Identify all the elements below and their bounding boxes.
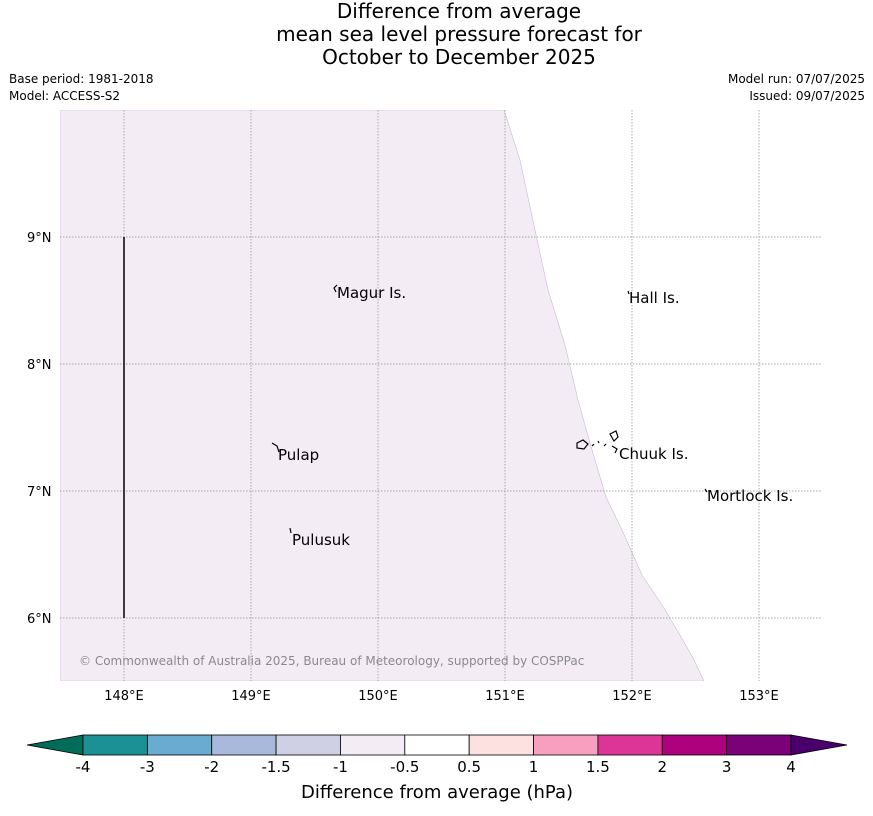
colorbar-tick-label: -4 — [76, 758, 91, 776]
colorbar-title: Difference from average (hPa) — [301, 782, 573, 803]
island-pulap — [271, 442, 280, 453]
lat-label-7: 7°N — [27, 485, 52, 500]
map-plot-area: Magur Is. Hall Is. Pulap Chuuk Is. Mortl… — [60, 110, 822, 681]
issued-date: Issued: 09/07/2025 — [749, 89, 865, 103]
label-pulap: Pulap — [278, 446, 319, 464]
colorbar-tick-label: -0.5 — [390, 758, 419, 776]
lon-label-151: 151°E — [485, 689, 525, 704]
colorbar-tick-label: 4 — [786, 758, 796, 776]
colorbar: -4 -3 -2 -1.5 -1 -0.5 0.5 1 1.5 2 3 4 Difference fr… — [26, 734, 848, 803]
lon-label-150: 150°E — [358, 689, 398, 704]
pressure-anomaly-fill — [60, 110, 705, 681]
colorbar-box — [661, 734, 728, 756]
colorbar-box — [533, 734, 599, 756]
island-pulusuk — [289, 527, 292, 534]
colorbar-tick-label: -2 — [204, 758, 219, 776]
colorbar-box — [726, 734, 792, 756]
label-pulusuk: Pulusuk — [292, 531, 350, 549]
title-line-3: October to December 2025 — [322, 45, 596, 69]
lon-label-148: 148°E — [104, 689, 144, 704]
colorbar-tick-label: -1 — [333, 758, 348, 776]
colorbar-tick-label: 0.5 — [457, 758, 481, 776]
copyright-notice: © Commonwealth of Australia 2025, Bureau… — [79, 654, 584, 668]
lat-axis-labels: 9°N 8°N 7°N 6°N — [27, 231, 52, 627]
colorbar-box — [468, 734, 534, 756]
colorbar-box — [82, 734, 148, 756]
lat-label-9: 9°N — [27, 231, 52, 246]
colorbar-tick-label: 2 — [657, 758, 667, 776]
lat-label-6: 6°N — [27, 612, 52, 627]
title-line-1: Difference from average — [336, 0, 582, 23]
map-title: Difference from average mean sea level p… — [0, 0, 873, 69]
colorbar-tick-label: -1.5 — [261, 758, 290, 776]
lon-label-153: 153°E — [739, 689, 779, 704]
meta-right: Model run: 07/07/2025 Issued: 09/07/2025 — [728, 71, 865, 105]
island-hall — [627, 290, 630, 295]
colorbar-tick-label: 3 — [722, 758, 732, 776]
label-chuuk: Chuuk Is. — [619, 445, 688, 463]
colorbar-tick-label: 1 — [529, 758, 539, 776]
colorbar-tick-labels: -4 -3 -2 -1.5 -1 -0.5 0.5 1 1.5 2 3 4 — [76, 758, 796, 776]
colorbar-box — [146, 734, 213, 756]
island-mortlock — [704, 488, 708, 493]
lon-label-152: 152°E — [612, 689, 652, 704]
colorbar-over-arrow — [790, 734, 848, 756]
lon-label-149: 149°E — [231, 689, 271, 704]
label-magur: Magur Is. — [337, 284, 406, 302]
colorbar-tick-label: -3 — [140, 758, 155, 776]
label-hall: Hall Is. — [629, 289, 680, 307]
colorbar-box — [275, 734, 341, 756]
colorbar-boxes — [82, 734, 792, 756]
model-run: Model run: 07/07/2025 — [727, 72, 865, 86]
model-name: Model: ACCESS-S2 — [9, 89, 121, 103]
title-line-2: mean sea level pressure forecast for — [276, 22, 642, 46]
lon-axis-labels: 148°E 149°E 150°E 151°E 152°E 153°E — [104, 689, 779, 704]
island-shapes — [271, 284, 708, 534]
colorbar-under-arrow — [26, 734, 84, 756]
island-magur — [333, 284, 338, 293]
colorbar-box — [404, 734, 470, 756]
lat-label-8: 8°N — [27, 358, 52, 373]
island-chuuk — [576, 430, 619, 454]
colorbar-box — [211, 734, 277, 756]
label-mortlock: Mortlock Is. — [707, 487, 793, 505]
colorbar-box — [597, 734, 663, 756]
base-period: Base period: 1981-2018 — [9, 72, 154, 86]
meta-left: Base period: 1981-2018 Model: ACCESS-S2 — [9, 71, 154, 105]
colorbar-box — [340, 734, 406, 756]
colorbar-tick-label: 1.5 — [586, 758, 610, 776]
